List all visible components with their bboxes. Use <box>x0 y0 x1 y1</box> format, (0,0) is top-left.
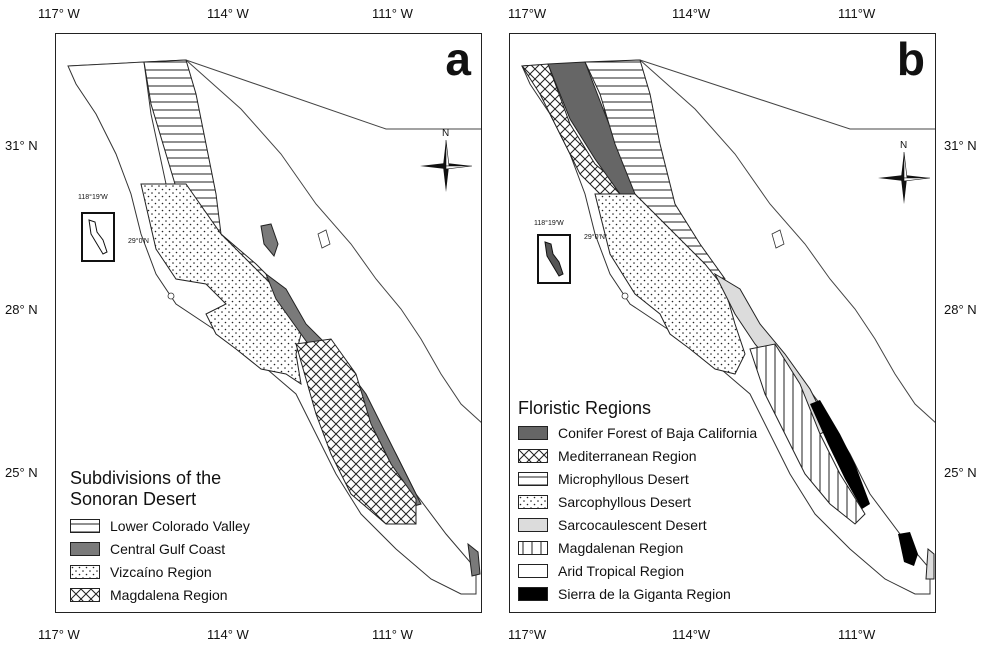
inset-lon-label-a: 118°19'W <box>78 194 108 201</box>
lat-label-left-2: 28° N <box>5 302 38 317</box>
swatch-dots <box>518 494 548 509</box>
region-sierra-de-la-giganta-south <box>898 532 918 566</box>
compass-rose-a: N <box>418 128 474 196</box>
lat-label-right-1: 31° N <box>944 138 977 153</box>
inset-lat-label-a: 29°0'N <box>128 238 149 245</box>
mainland-coast <box>185 59 481 423</box>
legend-b: Floristic Regions Conifer Forest of Baja… <box>518 398 757 605</box>
compass-n-label: N <box>442 128 450 139</box>
legend-item: Microphyllous Desert <box>518 467 757 490</box>
island <box>621 292 629 300</box>
inset-peninsula-icon <box>88 219 108 255</box>
legend-item-label: Mediterranean Region <box>558 447 697 464</box>
legend-item-label: Microphyllous Desert <box>558 470 689 487</box>
legend-item-label: Vizcaíno Region <box>110 563 212 580</box>
island <box>167 292 175 300</box>
region-vizcaino <box>140 183 302 386</box>
island <box>317 229 331 249</box>
map-canvas-b <box>521 59 935 595</box>
lon-label-bottom-b-2: 114°W <box>672 627 711 642</box>
map-panel-a: a N 118°19'W 29°0'N Subdivisions of the … <box>55 33 482 613</box>
panel-letter-a: a <box>445 33 471 85</box>
swatch-vlines <box>518 540 548 555</box>
lon-label-top-a-1: 117° W <box>38 6 80 21</box>
legend-item: Sarcophyllous Desert <box>518 490 757 513</box>
legend-item: Arid Tropical Region <box>518 559 757 582</box>
legend-item-label: Sierra de la Giganta Region <box>558 585 731 602</box>
inset-lat-label-b: 29°0'N <box>584 234 605 241</box>
legend-item-label: Lower Colorado Valley <box>110 517 250 534</box>
swatch-hlines <box>518 471 548 486</box>
inset-peninsula-icon <box>544 241 564 277</box>
swatch-black <box>518 586 548 601</box>
lat-label-right-2: 28° N <box>944 302 977 317</box>
legend-item: Mediterranean Region <box>518 444 757 467</box>
legend-title-line-2: Sonoran Desert <box>70 489 197 509</box>
compass-star-icon <box>878 151 931 204</box>
lon-label-bottom-a-3: 111° W <box>372 627 413 642</box>
region-sarcocaulescent-cape <box>925 547 935 580</box>
region-central-gulf-coast-cape <box>467 542 481 577</box>
swatch-crosshatch <box>518 448 548 463</box>
region-sierra-de-la-giganta <box>810 400 870 509</box>
legend-item: Magdalena Region <box>70 583 250 606</box>
lon-label-bottom-b-1: 117°W <box>508 627 547 642</box>
legend-item-label: Conifer Forest of Baja California <box>558 424 758 441</box>
lat-label-right-3: 25° N <box>944 465 977 480</box>
lon-label-bottom-b-3: 111°W <box>838 627 876 642</box>
region-sarcophyllous-desert <box>594 193 746 375</box>
region-central-gulf-coast-island <box>260 223 279 258</box>
lon-label-top-b-1: 117°W <box>508 6 547 21</box>
lon-label-bottom-a-1: 117° W <box>38 627 80 642</box>
island <box>771 229 785 249</box>
swatch-white <box>518 563 548 578</box>
inset-lon-label-b: 118°19'W <box>534 220 564 227</box>
lon-label-top-b-3: 111°W <box>838 6 876 21</box>
swatch-hlines <box>70 518 100 533</box>
legend-a: Subdivisions of the Sonoran Desert Lower… <box>70 468 250 606</box>
compass-rose-b: N <box>876 140 932 208</box>
swatch-gray <box>70 541 100 556</box>
swatch-darkgray <box>518 425 548 440</box>
swatch-dots <box>70 564 100 579</box>
legend-title: Floristic Regions <box>518 398 652 418</box>
legend-item-label: Magdalena Region <box>110 586 228 603</box>
legend-item: Sierra de la Giganta Region <box>518 582 757 605</box>
region-magdalenan <box>749 343 866 525</box>
panel-letter-b: b <box>896 33 925 85</box>
legend-item: Vizcaíno Region <box>70 560 250 583</box>
lon-label-top-a-3: 111° W <box>372 6 413 21</box>
compass-n-label: N <box>900 140 908 151</box>
locator-inset-b <box>537 234 571 284</box>
lat-label-left-3: 25° N <box>5 465 38 480</box>
legend-item: Sarcocaulescent Desert <box>518 513 757 536</box>
swatch-lightgray <box>518 517 548 532</box>
legend-item-label: Sarcocaulescent Desert <box>558 516 707 533</box>
locator-inset-a <box>81 212 115 262</box>
map-canvas-a <box>67 59 481 595</box>
legend-item-label: Arid Tropical Region <box>558 562 685 579</box>
legend-item: Magdalenan Region <box>518 536 757 559</box>
lon-label-top-a-2: 114° W <box>207 6 249 21</box>
mainland-coast <box>639 59 935 423</box>
legend-item: Conifer Forest of Baja California <box>518 421 757 444</box>
legend-item: Central Gulf Coast <box>70 537 250 560</box>
map-panel-b: b N 118°19'W 29°0'N Floristic Regions Co… <box>509 33 936 613</box>
legend-item: Lower Colorado Valley <box>70 514 250 537</box>
compass-star-icon <box>420 139 473 192</box>
lon-label-bottom-a-2: 114° W <box>207 627 249 642</box>
legend-item-label: Central Gulf Coast <box>110 540 226 557</box>
region-magdalena <box>295 338 417 525</box>
swatch-crosshatch <box>70 587 100 602</box>
legend-item-label: Sarcophyllous Desert <box>558 493 692 510</box>
legend-title-line-1: Subdivisions of the <box>70 468 222 488</box>
lon-label-top-b-2: 114°W <box>672 6 711 21</box>
lat-label-left-1: 31° N <box>5 138 38 153</box>
legend-item-label: Magdalenan Region <box>558 539 684 556</box>
